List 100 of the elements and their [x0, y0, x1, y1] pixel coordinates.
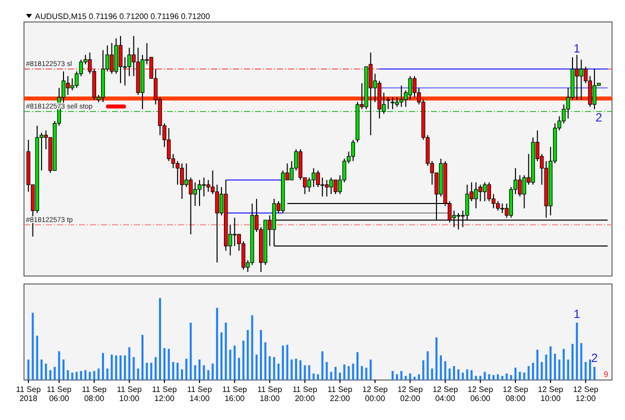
bar — [98, 368, 100, 380]
bar — [290, 360, 293, 380]
candlestick — [166, 128, 171, 162]
x-tick-label: 12 Sep 04:00 — [432, 385, 458, 403]
bar — [163, 348, 166, 380]
bar — [352, 364, 354, 380]
bar — [580, 343, 582, 380]
bar — [128, 347, 130, 380]
bar — [54, 366, 56, 380]
bar — [198, 360, 201, 380]
bar — [141, 334, 144, 380]
bar — [66, 370, 69, 380]
candlestick — [193, 182, 198, 206]
bar — [545, 354, 548, 380]
bar — [154, 357, 157, 380]
bar — [550, 346, 552, 380]
bar — [343, 364, 346, 380]
bar — [88, 372, 91, 380]
bar — [194, 365, 196, 380]
bar — [110, 354, 113, 380]
annotation: 2 — [595, 110, 602, 124]
bar — [440, 355, 442, 380]
annotation: 9 — [604, 370, 609, 379]
bar — [62, 360, 64, 380]
bar — [528, 366, 530, 380]
bar — [238, 358, 240, 380]
bar — [536, 350, 538, 380]
bar — [44, 364, 47, 380]
bar — [36, 336, 38, 380]
bar — [457, 369, 460, 380]
bar — [304, 365, 306, 380]
bar — [132, 357, 135, 380]
x-tick-label: 11 Sep 08:00 — [82, 385, 108, 403]
bar — [216, 308, 218, 380]
bar — [115, 355, 118, 380]
bar — [365, 368, 368, 380]
bar — [190, 322, 192, 380]
bar — [518, 372, 521, 380]
bar — [470, 370, 473, 380]
candlestick — [482, 182, 487, 202]
bar — [176, 362, 179, 380]
bar — [514, 368, 516, 380]
x-tick-label: 11 Sep 10:00 — [116, 385, 142, 403]
bar — [120, 355, 122, 380]
bar — [414, 376, 416, 380]
bar — [273, 357, 276, 380]
bar — [124, 355, 126, 380]
bar — [234, 346, 236, 380]
chart-title: AUDUSD,M15 0.71196 0.71200 0.71196 0.71200 — [35, 12, 210, 21]
bar — [501, 376, 504, 380]
bar — [317, 374, 319, 380]
bar — [431, 368, 434, 380]
bar — [229, 350, 232, 380]
bar — [159, 298, 162, 380]
bar — [299, 360, 302, 380]
bar — [308, 365, 310, 380]
bar — [268, 356, 271, 380]
bar — [71, 372, 74, 380]
bar — [172, 362, 174, 380]
bar — [422, 360, 424, 380]
bar — [540, 362, 543, 380]
bar — [80, 370, 82, 380]
candlestick — [500, 203, 504, 214]
bar — [348, 366, 350, 380]
bar — [185, 358, 188, 380]
bar — [282, 346, 284, 380]
candlestick — [478, 184, 482, 202]
bar — [207, 370, 210, 380]
bar — [76, 372, 78, 380]
bar — [448, 368, 451, 380]
candlestick — [110, 42, 114, 74]
bar — [168, 348, 170, 380]
bar — [356, 352, 358, 380]
annotation: 1 — [574, 41, 581, 56]
bar — [453, 366, 456, 380]
candlestick — [329, 177, 334, 195]
candlestick — [127, 47, 132, 77]
candlestick — [487, 182, 492, 202]
bar — [93, 370, 96, 380]
bar — [312, 373, 315, 380]
bar — [137, 368, 140, 380]
bar — [562, 348, 565, 380]
candlestick — [368, 52, 373, 136]
bar — [321, 351, 324, 380]
bar — [506, 373, 508, 380]
candlestick — [579, 59, 584, 100]
bar — [102, 352, 104, 380]
bar — [392, 370, 394, 380]
candlestick — [312, 168, 316, 188]
x-tick-label: 11 Sep 18:00 — [257, 385, 283, 403]
candlestick — [351, 139, 356, 162]
bar — [584, 362, 587, 380]
bar — [589, 360, 592, 380]
candlestick — [386, 96, 390, 110]
bar — [212, 364, 214, 380]
bar — [338, 372, 341, 380]
bar — [426, 351, 429, 380]
bar — [150, 362, 152, 380]
bar — [146, 362, 148, 380]
x-tick-label: 11 Sep 16:00 — [222, 385, 248, 403]
